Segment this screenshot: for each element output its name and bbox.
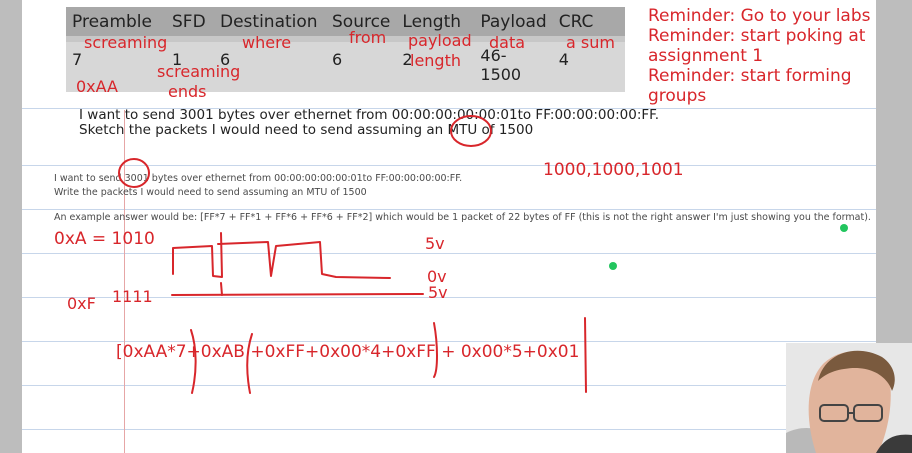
header-length: Length	[396, 7, 475, 36]
reminder-line: groups	[648, 86, 707, 106]
ruled-line	[22, 341, 876, 342]
cell-sfd: 1	[166, 42, 214, 92]
ruled-line	[22, 253, 876, 254]
voltage-0v: 0v	[427, 267, 447, 286]
left-border	[0, 0, 22, 453]
reminder-line: Reminder: Go to your labs	[648, 6, 871, 26]
cell-preamble: 7	[66, 42, 166, 92]
note-payload: data	[489, 33, 526, 52]
note-length-2: length	[410, 51, 461, 70]
reminder-line: assignment 1	[648, 46, 764, 66]
cursor-dot	[840, 224, 848, 232]
ethernet-frame-table: Preamble SFD Destination Source Length P…	[66, 7, 625, 92]
ruled-line	[22, 165, 876, 166]
header-preamble: Preamble	[66, 7, 166, 36]
webcam-overlay	[786, 343, 912, 453]
table-header-row: Preamble SFD Destination Source Length P…	[66, 7, 625, 36]
cell-crc: 4	[552, 42, 625, 92]
note-preamble-value: 0xAA	[76, 77, 118, 96]
frame-formula: [0xAA*7+0xAB +0xFF+0x00*4+0xFF + 0x00*5+…	[116, 342, 580, 362]
voltage-5v-top: 5v	[425, 234, 445, 253]
ruled-line	[22, 209, 876, 210]
hex-f-note: 0xF	[67, 294, 96, 313]
question-small-line: Write the packets I would need to send a…	[54, 187, 367, 198]
ruled-line	[22, 108, 876, 109]
ruled-line	[22, 297, 876, 298]
waveform-tick	[220, 282, 223, 296]
note-crc: a sum	[566, 33, 615, 52]
note-length: payload	[408, 31, 472, 50]
circle-3001	[118, 158, 150, 188]
note-source: from	[349, 28, 387, 47]
question-line: Sketch the packets I would need to send …	[79, 122, 534, 138]
voltage-5v-bottom: 5v	[428, 283, 448, 302]
note-sfd-2: ends	[168, 82, 207, 101]
ruled-line	[22, 429, 876, 430]
note-preamble: screaming	[84, 33, 168, 52]
margin-line	[124, 110, 125, 453]
circle-1500	[450, 115, 492, 147]
ruled-line	[22, 385, 876, 386]
cell-length: 2	[396, 42, 475, 92]
packet-separator-4	[584, 317, 587, 393]
reminder-line: Reminder: start forming	[648, 66, 852, 86]
question-small-line: I want to send 3001 bytes over ethernet …	[54, 173, 463, 184]
reminders: Reminder: Go to your labs Reminder: star…	[648, 6, 871, 106]
note-destination: where	[242, 33, 292, 52]
baseline	[171, 293, 424, 296]
note-sfd-1: screaming	[157, 62, 241, 81]
waveform	[172, 232, 391, 279]
header-source: Source	[326, 7, 397, 36]
table-row: 7 1 6 6 2 46- 1500 4	[66, 42, 625, 92]
header-destination: Destination	[214, 7, 326, 36]
header-crc: CRC	[552, 7, 625, 36]
question-line: I want to send 3001 bytes over ethernet …	[79, 107, 660, 123]
cell-destination: 6	[214, 42, 326, 92]
packet-separator-3	[433, 322, 438, 378]
packet-separator-1	[190, 329, 197, 394]
reminder-line: Reminder: start poking at	[648, 26, 866, 46]
header-sfd: SFD	[166, 7, 214, 36]
question-large: I want to send 3001 bytes over ethernet …	[79, 108, 659, 138]
cursor-dot	[609, 262, 617, 270]
hex-a-note: 0xA = 1010	[54, 229, 155, 249]
cell-source: 6	[326, 42, 397, 92]
packet-separator-2	[246, 333, 253, 394]
example-answer: An example answer would be: [FF*7 + FF*1…	[54, 212, 871, 223]
packet-split-note: 1000,1000,1001	[543, 160, 684, 180]
bits-f-note: 1111	[112, 287, 153, 306]
header-payload: Payload	[474, 7, 553, 36]
cell-payload: 46- 1500	[474, 42, 553, 92]
